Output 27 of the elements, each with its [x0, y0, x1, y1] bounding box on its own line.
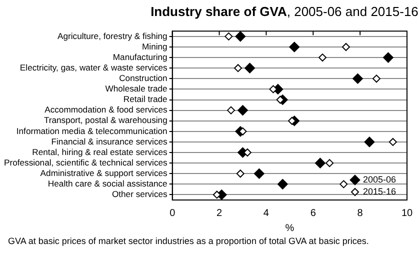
- y-tick-label: Rental, hiring & real estate services: [32, 146, 168, 157]
- y-tick-label: Other services: [112, 189, 168, 200]
- x-tick-label: 6: [310, 208, 316, 219]
- x-tick-label: 4: [263, 208, 270, 219]
- x-tick-label: 0: [170, 208, 176, 219]
- y-tick-label: Retail trade: [123, 94, 168, 104]
- legend-label: 2015-16: [363, 186, 396, 196]
- y-tick-label: Accommodation & food services: [44, 104, 168, 115]
- x-axis-title: %: [285, 222, 294, 234]
- y-tick-label: Transport, postal & warehousing: [44, 115, 168, 126]
- y-tick-label: Information media & telecommunication: [16, 126, 168, 136]
- x-tick-label: 8: [357, 208, 364, 219]
- y-tick-label: Wholesale trade: [105, 84, 168, 94]
- y-tick-label: Mining: [142, 41, 168, 52]
- legend-label: 2005-06: [363, 174, 396, 184]
- y-tick-label: Administrative & support services: [40, 168, 168, 178]
- y-tick-label: Construction: [119, 73, 168, 84]
- y-tick-label: Agriculture, forestry & fishing: [57, 30, 168, 41]
- chart-title: Industry share of GVA, 2005-06 and 2015-16: [150, 4, 419, 19]
- y-tick-label: Electricity, gas, water & waste services: [20, 62, 168, 72]
- x-tick-label: 10: [401, 208, 413, 219]
- y-tick-label: Manufacturing: [112, 52, 168, 62]
- y-tick-label: Health care & social assistance: [48, 178, 168, 189]
- y-tick-label: Financial & insurance services: [51, 136, 168, 146]
- y-tick-label: Professional, scientific & technical services: [4, 157, 168, 168]
- text: GVA at basic prices of market sector industries as a proportion of total GVA at basic prices.: [8, 236, 369, 246]
- x-tick-label: 2: [216, 208, 222, 219]
